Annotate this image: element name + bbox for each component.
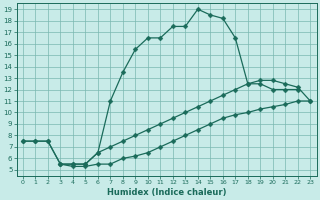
X-axis label: Humidex (Indice chaleur): Humidex (Indice chaleur) (107, 188, 226, 197)
